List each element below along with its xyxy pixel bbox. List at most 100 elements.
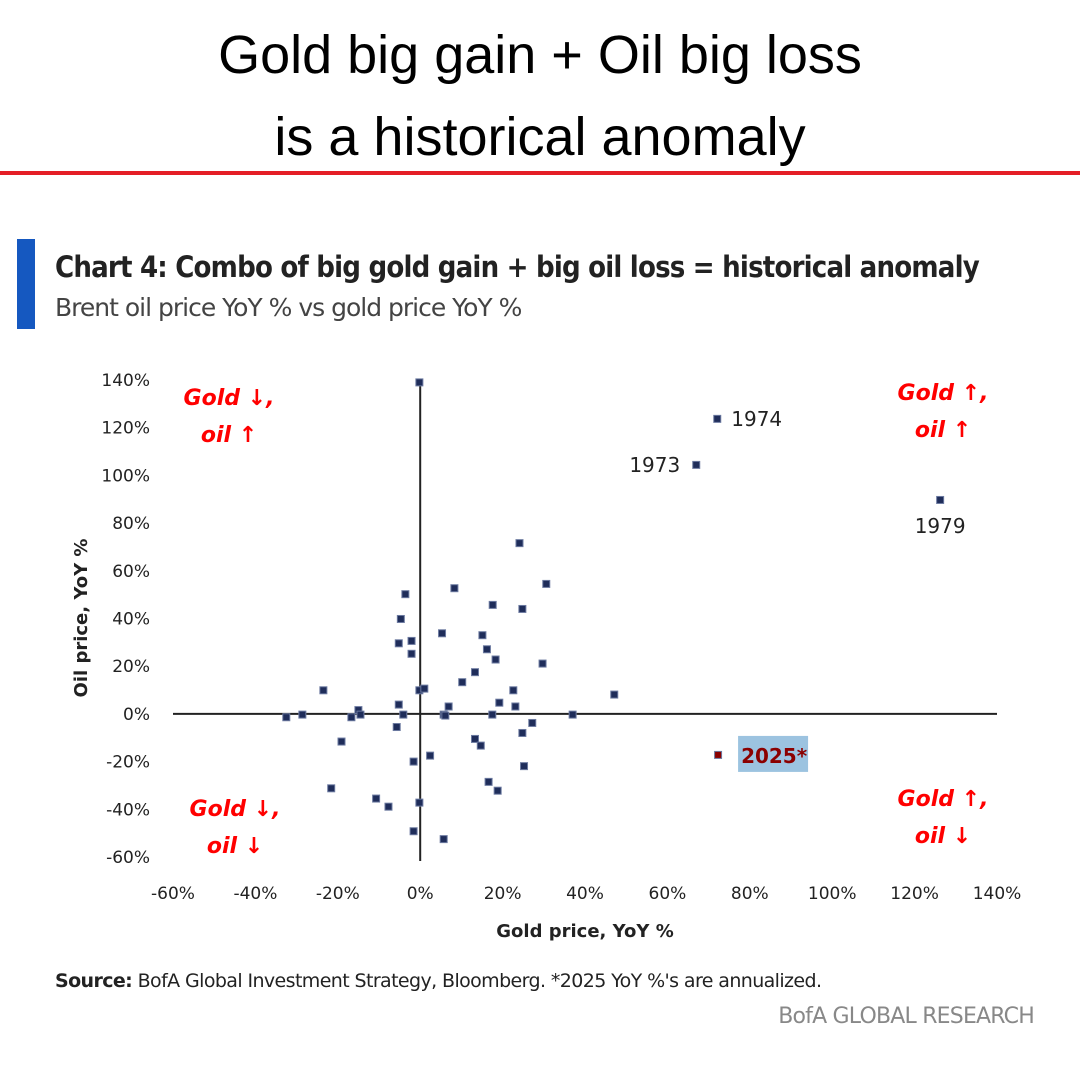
source-label: Source:	[55, 970, 133, 992]
data-point	[372, 794, 381, 803]
data-point	[470, 668, 479, 677]
data-point	[399, 710, 408, 719]
data-point	[444, 702, 453, 711]
data-point	[542, 579, 551, 588]
data-point	[407, 649, 416, 658]
highlight-label: 2025*	[741, 744, 808, 768]
quadrant-label-bottom-right: oil ↓	[915, 824, 971, 849]
quadrant-label-top-left: oil ↑	[201, 423, 257, 448]
data-point	[509, 686, 518, 695]
x-tick-label: 0%	[407, 884, 434, 904]
data-point	[482, 645, 491, 654]
data-point	[484, 777, 493, 786]
title-accent-bar	[17, 239, 35, 329]
source-note: Source: BofA Global Investment Strategy,…	[55, 970, 822, 992]
x-tick-label: 100%	[808, 884, 857, 904]
y-tick-label: 140%	[101, 371, 150, 391]
source-text: BofA Global Investment Strategy, Bloombe…	[132, 970, 822, 992]
data-point	[470, 734, 479, 743]
y-tick-label: 60%	[112, 562, 150, 582]
point-label-1973: 1973	[629, 453, 680, 477]
data-point	[610, 690, 619, 699]
data-point	[478, 631, 487, 640]
data-point	[495, 698, 504, 707]
data-point	[493, 786, 502, 795]
x-tick-label: -40%	[233, 884, 277, 904]
y-tick-label: 80%	[112, 514, 150, 534]
headline-line-1: Gold big gain + Oil big loss	[218, 25, 862, 85]
data-point	[441, 711, 450, 720]
data-point	[520, 762, 529, 771]
y-axis-title: Oil price, YoY %	[71, 539, 92, 698]
quadrant-label-top-left: Gold ↓,	[184, 386, 275, 411]
red-divider	[0, 171, 1080, 175]
data-point	[538, 659, 547, 668]
data-point	[515, 539, 524, 548]
data-point	[518, 728, 527, 737]
data-point	[356, 710, 365, 719]
point-label-1974: 1974	[731, 407, 782, 431]
y-tick-label: -40%	[106, 800, 150, 820]
data-point	[491, 655, 500, 664]
headline-line-2: is a historical anomaly	[274, 107, 806, 167]
x-tick-label: 80%	[731, 884, 769, 904]
y-tick-label: 0%	[123, 705, 150, 725]
data-point	[327, 784, 336, 793]
data-point	[282, 713, 291, 722]
chart-title: Chart 4: Combo of big gold gain + big oi…	[55, 250, 980, 284]
x-tick-label: 140%	[973, 884, 1022, 904]
data-point	[407, 636, 416, 645]
data-point	[450, 584, 459, 593]
data-point	[488, 710, 497, 719]
x-tick-label: -20%	[316, 884, 360, 904]
data-point	[476, 741, 485, 750]
y-tick-label: 20%	[112, 657, 150, 677]
quadrant-label-top-right: Gold ↑,	[898, 381, 989, 406]
data-point	[401, 590, 410, 599]
data-point	[438, 629, 447, 638]
x-tick-label: 20%	[484, 884, 522, 904]
quadrant-label-bottom-left: Gold ↓,	[190, 797, 281, 822]
data-point	[384, 802, 393, 811]
y-tick-label: -20%	[106, 753, 150, 773]
data-point	[409, 757, 418, 766]
y-tick-label: -60%	[106, 848, 150, 868]
data-point	[347, 713, 356, 722]
data-point	[415, 798, 424, 807]
data-point	[518, 604, 527, 613]
data-point	[415, 378, 424, 387]
data-point	[458, 678, 467, 687]
highlight-label-box	[738, 735, 809, 772]
headline: Gold big gain + Oil big loss is a histor…	[0, 14, 1080, 178]
y-tick-label: 40%	[112, 610, 150, 630]
x-tick-label: -60%	[151, 884, 195, 904]
data-point	[420, 684, 429, 693]
data-point	[528, 718, 537, 727]
x-axis-title: Gold price, YoY %	[496, 921, 673, 942]
data-point	[568, 710, 577, 719]
data-point	[396, 614, 405, 623]
x-tick-label: 120%	[890, 884, 939, 904]
data-point-1979	[936, 495, 945, 504]
quadrant-label-bottom-right: Gold ↑,	[898, 787, 989, 812]
data-point	[392, 723, 401, 732]
point-label-1979: 1979	[915, 514, 966, 538]
y-tick-label: 100%	[101, 466, 150, 486]
y-tick-label: 120%	[101, 419, 150, 439]
data-point	[298, 710, 307, 719]
data-point-1973	[692, 460, 701, 469]
x-tick-label: 60%	[649, 884, 687, 904]
data-point	[394, 700, 403, 709]
brand-label: BofA GLOBAL RESEARCH	[778, 1004, 1035, 1029]
data-point	[394, 639, 403, 648]
data-point-1974	[713, 414, 722, 423]
data-point	[337, 737, 346, 746]
data-point	[409, 827, 418, 836]
data-point	[439, 835, 448, 844]
data-point	[319, 686, 328, 695]
quadrant-label-top-right: oil ↑	[915, 418, 971, 443]
chart-subtitle: Brent oil price YoY % vs gold price YoY …	[55, 293, 522, 322]
quadrant-label-bottom-left: oil ↓	[207, 834, 263, 859]
data-point	[426, 751, 435, 760]
x-tick-label: 40%	[566, 884, 604, 904]
